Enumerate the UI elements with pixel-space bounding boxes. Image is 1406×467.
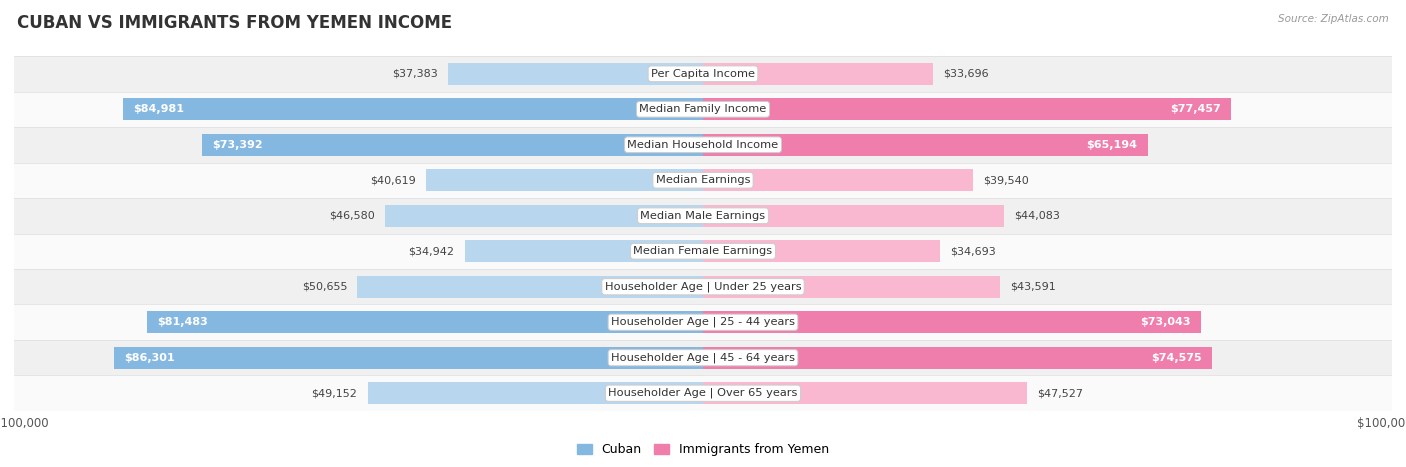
Bar	[385, 205, 703, 227]
Bar	[14, 92, 1392, 127]
Text: Median Household Income: Median Household Income	[627, 140, 779, 150]
Bar	[14, 375, 1392, 411]
Bar	[14, 198, 1392, 234]
Bar	[703, 276, 1000, 298]
Bar	[703, 98, 1232, 120]
Bar	[114, 347, 703, 369]
Bar	[426, 169, 703, 191]
Bar	[14, 269, 1392, 304]
Text: $74,575: $74,575	[1152, 353, 1202, 363]
Text: $37,383: $37,383	[392, 69, 437, 79]
Bar	[14, 234, 1392, 269]
Text: $33,696: $33,696	[943, 69, 988, 79]
Text: Householder Age | 25 - 44 years: Householder Age | 25 - 44 years	[612, 317, 794, 327]
Bar	[703, 382, 1028, 404]
Text: $65,194: $65,194	[1087, 140, 1137, 150]
Text: $73,043: $73,043	[1140, 317, 1191, 327]
Text: Householder Age | 45 - 64 years: Householder Age | 45 - 64 years	[612, 353, 794, 363]
Text: $77,457: $77,457	[1170, 104, 1222, 114]
Text: $39,540: $39,540	[983, 175, 1029, 185]
Bar	[703, 63, 932, 85]
Text: $34,693: $34,693	[950, 246, 995, 256]
Bar	[703, 205, 1004, 227]
Text: $46,580: $46,580	[329, 211, 375, 221]
Text: Source: ZipAtlas.com: Source: ZipAtlas.com	[1278, 14, 1389, 24]
Bar	[703, 311, 1201, 333]
Bar	[124, 98, 703, 120]
Bar	[14, 163, 1392, 198]
Bar	[703, 134, 1147, 156]
Text: $84,981: $84,981	[134, 104, 184, 114]
Bar	[703, 240, 939, 262]
Text: $50,655: $50,655	[302, 282, 347, 292]
Text: Median Earnings: Median Earnings	[655, 175, 751, 185]
Bar	[14, 56, 1392, 92]
Text: Householder Age | Under 25 years: Householder Age | Under 25 years	[605, 282, 801, 292]
Bar	[14, 127, 1392, 163]
Text: CUBAN VS IMMIGRANTS FROM YEMEN INCOME: CUBAN VS IMMIGRANTS FROM YEMEN INCOME	[17, 14, 451, 32]
Bar	[368, 382, 703, 404]
Text: Median Family Income: Median Family Income	[640, 104, 766, 114]
Bar	[357, 276, 703, 298]
Bar	[703, 169, 973, 191]
Bar	[14, 304, 1392, 340]
Text: Median Male Earnings: Median Male Earnings	[641, 211, 765, 221]
Text: $47,527: $47,527	[1038, 388, 1084, 398]
Text: Householder Age | Over 65 years: Householder Age | Over 65 years	[609, 388, 797, 398]
Text: $81,483: $81,483	[157, 317, 208, 327]
Text: $49,152: $49,152	[312, 388, 357, 398]
Text: $34,942: $34,942	[408, 246, 454, 256]
Bar	[464, 240, 703, 262]
Text: Per Capita Income: Per Capita Income	[651, 69, 755, 79]
Text: $73,392: $73,392	[212, 140, 263, 150]
Text: Median Female Earnings: Median Female Earnings	[634, 246, 772, 256]
Bar	[202, 134, 703, 156]
Text: $43,591: $43,591	[1011, 282, 1056, 292]
Text: $86,301: $86,301	[125, 353, 176, 363]
Bar	[449, 63, 703, 85]
Bar	[14, 340, 1392, 375]
Bar	[148, 311, 703, 333]
Text: $44,083: $44,083	[1014, 211, 1060, 221]
Text: $40,619: $40,619	[370, 175, 416, 185]
Legend: Cuban, Immigrants from Yemen: Cuban, Immigrants from Yemen	[572, 439, 834, 461]
Bar	[703, 347, 1212, 369]
